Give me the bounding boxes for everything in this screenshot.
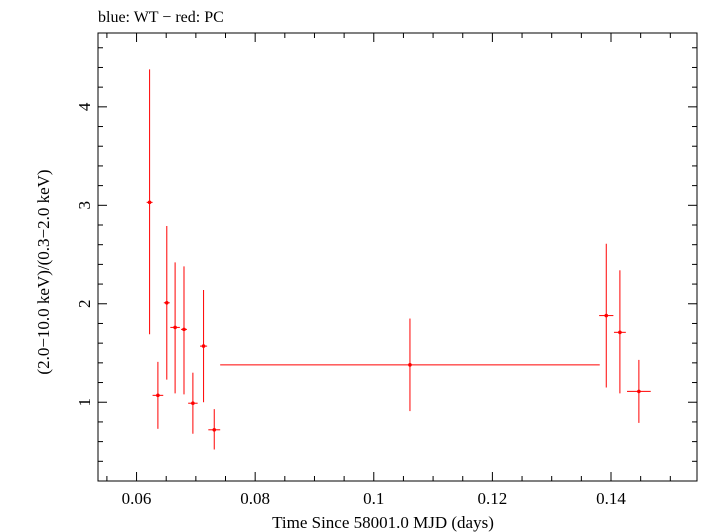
data-point xyxy=(613,270,626,394)
x-tick-label: 0.06 xyxy=(122,489,152,508)
data-point xyxy=(220,318,600,412)
plot-frame xyxy=(97,32,698,482)
point-marker xyxy=(147,200,152,205)
data-points xyxy=(146,69,651,450)
point-marker xyxy=(637,389,641,394)
data-point xyxy=(181,266,187,395)
axis-tick-labels: 0.06 0.08 0.1 0.12 0.14 1 2 3 4 xyxy=(75,102,626,508)
y-axis-label: (2.0−10.0 keV)/(0.3−2.0 keV) xyxy=(34,169,53,374)
x-tick-label: 0.14 xyxy=(596,489,626,508)
x-tick-label: 0.1 xyxy=(363,489,384,508)
axis-ticks xyxy=(98,33,697,481)
point-marker xyxy=(173,325,177,330)
data-point xyxy=(152,361,164,429)
x-tick-label: 0.08 xyxy=(240,489,270,508)
point-marker xyxy=(191,401,195,406)
data-point xyxy=(200,289,208,403)
x-axis-label: Time Since 58001.0 MJD (days) xyxy=(272,513,494,532)
data-point xyxy=(170,262,180,394)
data-point xyxy=(188,372,198,434)
data-point xyxy=(208,409,221,450)
y-tick-label: 2 xyxy=(75,300,94,309)
data-point xyxy=(627,359,651,423)
chart-title: blue: WT − red: PC xyxy=(98,9,224,26)
y-tick-label: 4 xyxy=(75,102,94,111)
point-marker xyxy=(156,393,160,398)
point-marker xyxy=(212,428,217,432)
data-point xyxy=(163,225,170,380)
point-marker xyxy=(201,344,206,348)
y-tick-label: 1 xyxy=(75,398,94,407)
y-tick-label: 3 xyxy=(75,201,94,210)
data-point xyxy=(146,69,153,335)
point-marker xyxy=(408,363,412,367)
point-marker xyxy=(182,327,186,332)
point-marker xyxy=(618,330,622,335)
data-point xyxy=(599,243,614,388)
point-marker xyxy=(164,300,169,305)
point-marker xyxy=(604,313,609,318)
x-tick-label: 0.12 xyxy=(478,489,508,508)
